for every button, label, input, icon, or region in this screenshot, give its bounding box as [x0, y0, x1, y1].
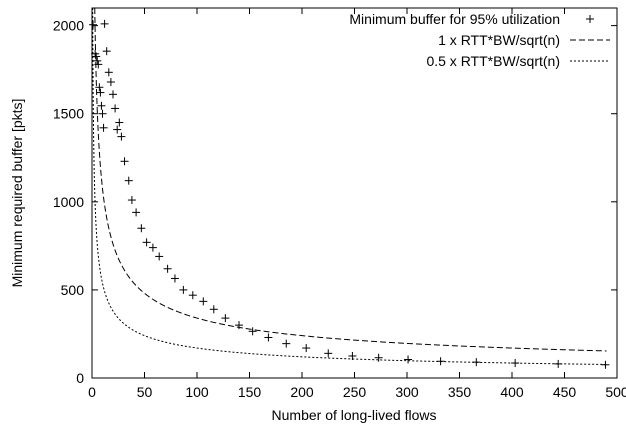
data-point	[235, 321, 243, 330]
x-tick-label: 250	[343, 384, 367, 400]
data-point	[155, 252, 164, 261]
data-point	[148, 243, 157, 252]
x-tick-label: 300	[395, 384, 419, 400]
data-point	[127, 196, 136, 205]
data-point	[264, 333, 273, 342]
data-point	[404, 355, 413, 364]
legend-label-0.5x: 0.5 x RTT*BW/sqrt(n)	[426, 53, 560, 69]
x-tick-label: 150	[238, 384, 262, 400]
x-tick-label: 400	[500, 384, 524, 400]
curves-layer	[92, 8, 607, 365]
data-point	[511, 359, 520, 368]
data-point	[248, 327, 257, 336]
data-point	[132, 208, 141, 217]
data-point	[282, 339, 291, 348]
legend-label-1x: 1 x RTT*BW/sqrt(n)	[438, 32, 560, 48]
data-point	[324, 349, 333, 358]
data-point	[209, 305, 218, 314]
legend-plus-marker	[586, 15, 594, 23]
y-tick-label: 500	[61, 282, 85, 298]
data-point	[115, 118, 124, 127]
data-point	[554, 359, 563, 368]
data-point	[111, 104, 120, 113]
data-point	[179, 285, 188, 294]
data-point	[348, 351, 357, 360]
data-point	[374, 353, 383, 362]
data-point	[117, 132, 126, 141]
x-tick-label: 350	[448, 384, 472, 400]
data-point	[95, 83, 104, 92]
y-axis-label: Minimum required buffer [pkts]	[9, 99, 25, 288]
y-axis: 0 500 1000 1500 2000	[53, 18, 617, 386]
data-point	[163, 264, 172, 273]
series-line-1x	[94, 8, 607, 352]
data-point	[188, 291, 197, 300]
data-point	[142, 238, 151, 247]
legend-marker-measured	[586, 15, 594, 23]
data-point	[137, 224, 146, 233]
x-tick-label: 0	[88, 384, 96, 400]
data-point	[302, 344, 311, 353]
x-tick-label: 450	[553, 384, 577, 400]
data-point	[92, 52, 101, 61]
x-axis: 0 50 100 150 200 250 300 350 400 450 500	[88, 8, 626, 400]
x-tick-label: 200	[290, 384, 314, 400]
x-tick-label: 100	[185, 384, 209, 400]
data-point	[96, 88, 105, 97]
data-point	[102, 47, 111, 56]
x-tick-label: 50	[137, 384, 153, 400]
data-point	[436, 357, 445, 366]
data-point	[100, 19, 109, 28]
data-point	[89, 20, 98, 29]
data-point	[472, 358, 481, 367]
legend-label-measured: Minimum buffer for 95% utilization	[349, 11, 560, 27]
data-point	[601, 360, 610, 369]
data-point	[93, 56, 102, 65]
series-line-0.5x	[92, 8, 607, 365]
data-point	[120, 157, 129, 166]
data-point	[106, 78, 115, 86]
data-point	[99, 123, 108, 132]
y-tick-label: 1500	[53, 106, 84, 122]
x-axis-label: Number of long-lived flows	[272, 407, 437, 423]
y-tick-label: 1000	[53, 194, 84, 210]
legend: Minimum buffer for 95% utilization 1 x R…	[349, 11, 610, 69]
data-point	[109, 90, 117, 99]
data-point	[97, 101, 106, 110]
y-tick-label: 2000	[53, 18, 84, 34]
markers-layer	[89, 19, 610, 369]
data-point	[94, 60, 103, 69]
data-point	[98, 109, 107, 118]
data-point	[113, 125, 122, 134]
data-point	[221, 314, 230, 323]
data-point	[170, 274, 179, 283]
x-tick-label: 500	[605, 384, 626, 400]
data-point	[199, 297, 208, 306]
data-point	[104, 68, 113, 77]
y-tick-label: 0	[76, 370, 84, 386]
data-point	[124, 176, 133, 185]
